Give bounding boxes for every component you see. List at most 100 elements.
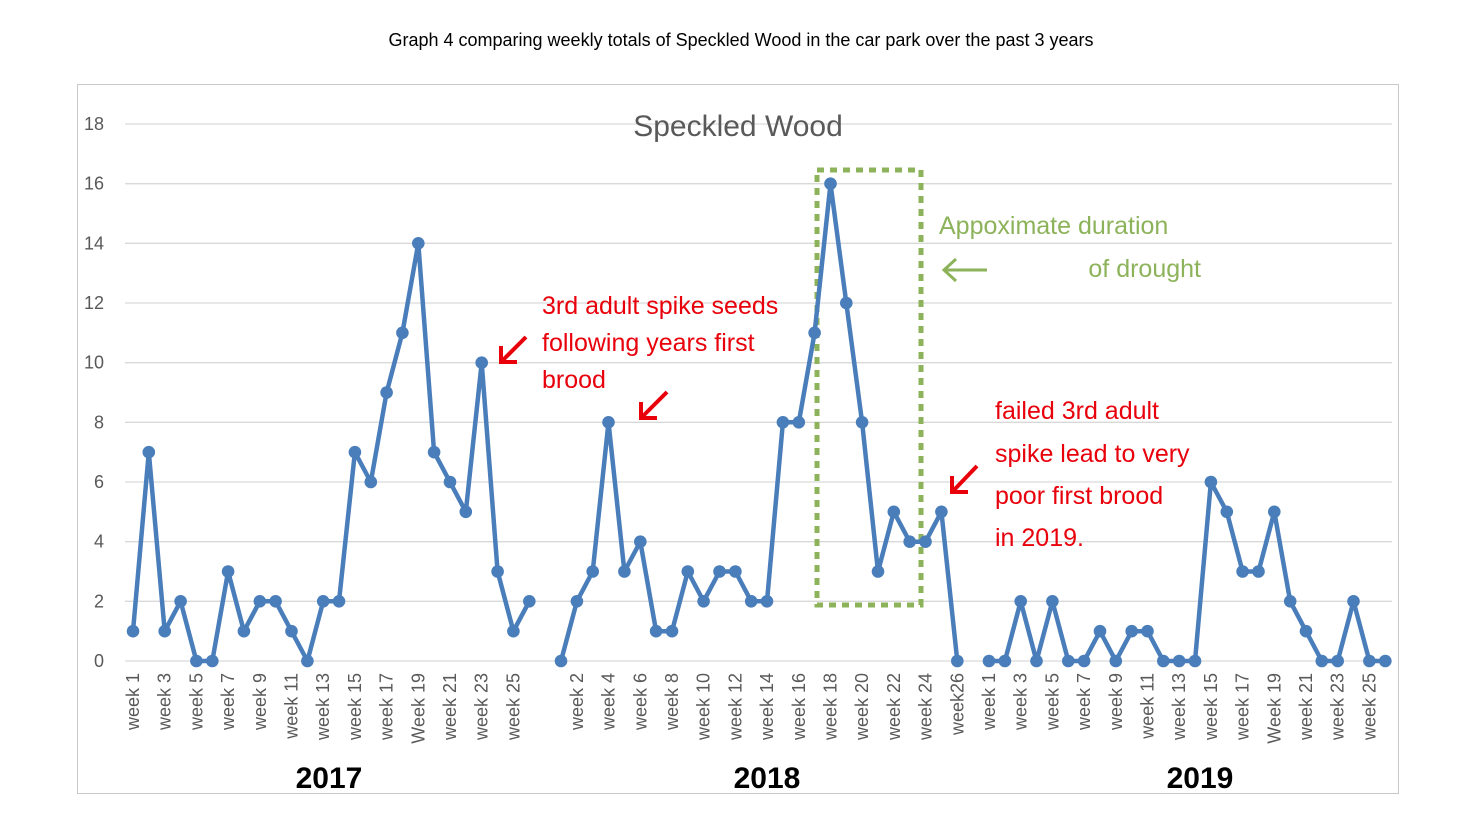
x-tick-label: week 24 xyxy=(916,673,936,741)
data-point xyxy=(1252,565,1265,578)
data-point xyxy=(1157,654,1170,668)
data-point xyxy=(523,595,536,608)
data-point xyxy=(665,624,679,638)
data-point xyxy=(681,565,695,578)
data-point xyxy=(1379,654,1392,668)
x-tick-label: week 11 xyxy=(282,673,302,740)
failed-label-line-4: in 2019. xyxy=(995,524,1084,552)
x-tick-label: week 6 xyxy=(630,673,650,731)
data-point xyxy=(142,445,156,459)
data-point xyxy=(1331,654,1344,668)
data-point xyxy=(840,296,853,310)
x-tick-label: week 13 xyxy=(1169,673,1189,741)
data-point xyxy=(1283,595,1297,608)
failed-label-line-1: failed 3rd adult xyxy=(995,397,1159,425)
data-point xyxy=(824,177,837,190)
data-point xyxy=(903,535,916,548)
data-point xyxy=(808,326,821,340)
x-tick-label: week 2 xyxy=(567,673,587,731)
data-point xyxy=(1204,475,1218,489)
data-point xyxy=(1188,654,1202,668)
data-point xyxy=(570,595,584,608)
drought-label-line-2: of drought xyxy=(1088,255,1201,283)
data-point xyxy=(507,624,520,638)
x-tick-label: week 15 xyxy=(345,673,365,741)
data-point xyxy=(237,624,251,638)
data-point xyxy=(792,416,806,429)
data-point xyxy=(760,595,774,608)
drought-label-line-1: Appoximate duration xyxy=(939,212,1168,240)
x-tick-label: week 25 xyxy=(503,673,523,741)
x-tick-label: week 21 xyxy=(440,673,460,741)
data-point xyxy=(364,475,378,489)
data-point xyxy=(1172,654,1186,668)
year-label-2017: 2017 xyxy=(296,762,363,795)
x-tick-label: week 3 xyxy=(1011,673,1031,731)
data-point xyxy=(158,624,171,638)
x-tick-label: week26 xyxy=(947,673,967,736)
data-point xyxy=(935,505,948,519)
data-point xyxy=(412,237,425,250)
x-tick-label: week 22 xyxy=(884,673,904,741)
data-point xyxy=(253,595,267,608)
data-point xyxy=(396,326,409,340)
x-tick-label: week 17 xyxy=(377,673,397,741)
data-point xyxy=(729,565,742,578)
seed-label-line-1: 3rd adult spike seeds xyxy=(542,292,778,320)
y-tick-label: 10 xyxy=(84,353,104,373)
failed-label-line-2: spike lead to very xyxy=(995,440,1190,468)
data-point xyxy=(1077,654,1091,668)
x-tick-label: week 8 xyxy=(662,673,682,731)
y-tick-label: 4 xyxy=(94,532,104,552)
data-point xyxy=(951,654,964,668)
x-tick-label: week 1 xyxy=(123,673,143,731)
x-tick-label: week 20 xyxy=(852,673,872,741)
x-tick-label: week 7 xyxy=(218,673,238,731)
data-point xyxy=(443,475,457,489)
data-point xyxy=(1046,595,1059,608)
drought-annotation: Appoximate duration of drought xyxy=(814,167,1201,608)
x-tick-label: week 9 xyxy=(250,673,270,731)
data-point xyxy=(1315,654,1329,668)
x-tick-label: week 14 xyxy=(757,673,777,741)
red-arrow-icon xyxy=(499,335,528,364)
data-point xyxy=(206,654,219,668)
y-tick-label: 0 xyxy=(94,651,104,671)
x-tick-label: week 4 xyxy=(599,673,619,731)
data-point xyxy=(126,624,140,638)
data-point xyxy=(1141,624,1154,638)
chart-title: Speckled Wood xyxy=(633,110,843,143)
data-point xyxy=(871,565,885,578)
data-point xyxy=(301,654,314,668)
data-point xyxy=(348,445,362,459)
seed-annotation: 3rd adult spike seeds following years fi… xyxy=(499,292,778,420)
y-tick-label: 14 xyxy=(84,233,104,253)
data-point xyxy=(602,416,615,429)
data-point xyxy=(1347,595,1360,608)
year-label-2018: 2018 xyxy=(734,762,801,795)
data-point xyxy=(1125,624,1138,638)
data-point xyxy=(1030,654,1043,668)
x-axis-ticks: week 1 week 3 week 5 week 7 week 9 week 11 wee… xyxy=(123,673,1379,744)
data-point xyxy=(855,416,869,429)
data-point xyxy=(697,595,710,608)
x-tick-label: Week 19 xyxy=(408,673,428,744)
series-speckled-wood xyxy=(126,177,1392,668)
year-labels: 2017 2018 2019 xyxy=(296,762,1234,795)
x-tick-label: week 23 xyxy=(472,673,492,741)
data-point xyxy=(316,595,330,608)
x-tick-label: week 12 xyxy=(725,673,745,741)
x-tick-label: week 17 xyxy=(1233,673,1253,741)
y-tick-label: 12 xyxy=(84,293,104,313)
data-point xyxy=(982,654,996,668)
data-point xyxy=(1363,654,1376,668)
data-point xyxy=(190,654,203,668)
failed-label-line-3: poor first brood xyxy=(995,482,1163,510)
y-tick-label: 6 xyxy=(94,472,104,492)
data-point xyxy=(776,416,790,429)
x-tick-label: week 16 xyxy=(789,673,809,741)
data-point xyxy=(998,654,1012,668)
data-point xyxy=(618,565,631,578)
data-point xyxy=(1093,624,1107,638)
